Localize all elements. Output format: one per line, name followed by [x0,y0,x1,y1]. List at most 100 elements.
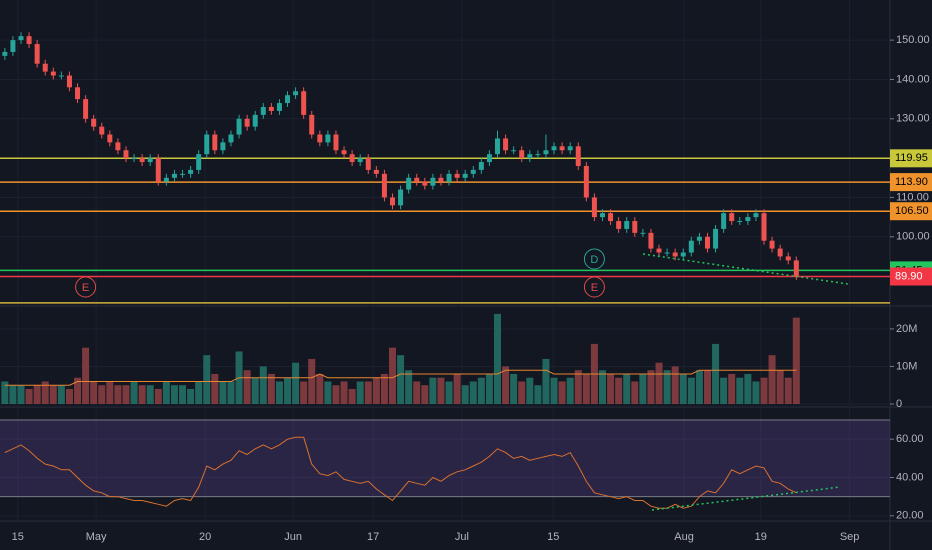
candle-body [50,71,56,76]
volume-bar [41,381,49,404]
volume-bar [598,370,606,404]
volume-bar [98,385,106,404]
candle-body [769,240,775,249]
candle-body [212,134,218,151]
candle-body [252,114,258,127]
candle-body [365,158,371,170]
grid: 100.00 110.00 130.00 140.00 150.00 0 10M 20M 20.… [0,0,930,522]
candle-body [632,221,638,233]
candle-body [155,158,161,182]
candle-body [422,181,428,186]
volume-bar [122,385,130,404]
volume-bar [146,385,154,404]
volume-bar [752,381,760,404]
volume-bar [429,377,437,404]
volume-bar [631,381,639,404]
candle-body [519,150,525,159]
rsi-line [4,436,797,509]
candle-body [438,177,444,182]
candle-body [567,146,573,151]
candle-body [430,177,436,186]
candle-body [406,177,412,190]
event-marker [583,248,605,270]
event-marker [583,276,605,298]
volume-bar [49,385,57,404]
candle-body [793,260,799,277]
volume-bar [534,385,542,404]
level-label: 89.90 [895,270,923,282]
volume-bar [493,313,501,404]
candle-body [333,134,339,151]
candle-body [285,95,291,104]
volume-bar [671,366,679,404]
candle-body [688,240,694,253]
candle-body [75,87,81,100]
candle-body [462,173,468,178]
candle-body [244,118,250,127]
candle-body [672,252,678,257]
candle-body [729,213,735,222]
labels: 15 May 20 Jun 17 Jul 15 Aug 19 Sep 119.95 113.90 106… [12,149,932,543]
volume-bar [284,377,292,404]
candle-body [704,236,710,249]
candle-body [591,197,597,218]
volume-bar [518,381,526,404]
volume-bar [90,381,98,404]
volume-bar [421,385,429,404]
candle-body [107,134,113,143]
volume-bar [25,388,33,404]
volume-bar [720,377,728,404]
volume-bar [82,347,90,404]
volume-bar [57,385,65,404]
y-tick-label: 10M [896,360,917,372]
x-tick-label: Aug [674,531,694,543]
volume-bar [389,347,397,404]
y-tick-label: 40.00 [896,471,924,483]
volume-bar [647,370,655,404]
volume-bar [179,385,187,404]
volume-bar [615,377,623,404]
volume-bar [308,358,316,404]
volume-bar [510,373,518,404]
level-label-bg [890,267,932,286]
volume-bar [477,377,485,404]
y-tick-label: 20.00 [896,510,924,522]
level-label-bg [890,202,932,221]
candle-body [575,146,581,166]
candle-body [381,173,387,198]
volume-bar [162,381,170,404]
volume-bar [203,355,211,404]
y-tick-label: 0 [896,398,902,410]
volume-bar [372,377,380,404]
volume-bar [114,385,122,404]
volume-bar [445,381,453,404]
candle-body [325,134,331,143]
level-label-bg [890,149,932,168]
x-tick-label: 20 [199,531,211,543]
volume-bar [316,373,324,404]
level-label: 113.90 [895,176,928,188]
candle-body [664,252,670,254]
candle-body [551,146,557,151]
candle-body [414,177,420,182]
volume-bar [397,355,405,404]
x-tick-label: Sep [840,531,860,543]
candle-body [220,142,226,151]
volume-bar [728,373,736,404]
event-label: E [82,282,89,294]
volume-bar [550,377,558,404]
volume-bar [275,381,283,404]
candle-body [115,142,121,151]
candle-body [66,75,72,88]
candle-body [268,106,274,111]
volume-bar [582,373,590,404]
volume-bar [380,373,388,404]
volume-bar [364,381,372,404]
y-tick-label: 140.00 [896,73,930,85]
volume-bar [744,373,752,404]
level-label-bg [890,173,932,192]
volume-bar [639,373,647,404]
volume-bar [65,388,73,404]
candle-body [301,91,307,115]
candle-body [721,213,727,229]
